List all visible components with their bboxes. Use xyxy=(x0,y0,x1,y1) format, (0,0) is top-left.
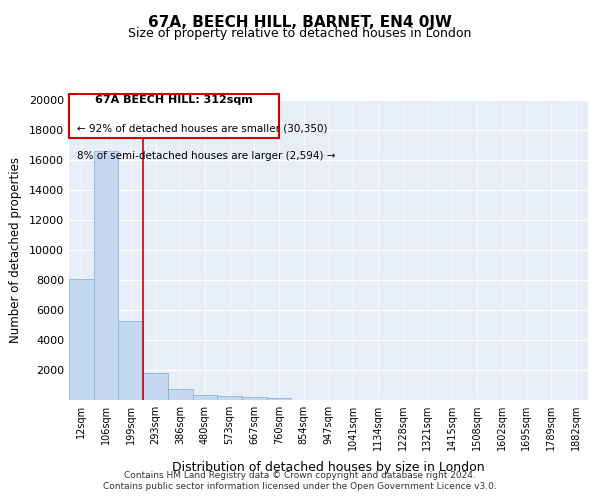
Bar xyxy=(217,396,242,400)
X-axis label: Distribution of detached houses by size in London: Distribution of detached houses by size … xyxy=(172,462,485,474)
Y-axis label: Number of detached properties: Number of detached properties xyxy=(9,157,22,343)
Bar xyxy=(193,395,217,400)
Text: Contains public sector information licensed under the Open Government Licence v3: Contains public sector information licen… xyxy=(103,482,497,491)
Bar xyxy=(267,398,292,400)
Text: 8% of semi-detached houses are larger (2,594) →: 8% of semi-detached houses are larger (2… xyxy=(77,151,335,161)
Text: 67A BEECH HILL: 312sqm: 67A BEECH HILL: 312sqm xyxy=(95,96,253,106)
Bar xyxy=(69,278,94,400)
Text: Contains HM Land Registry data © Crown copyright and database right 2024.: Contains HM Land Registry data © Crown c… xyxy=(124,471,476,480)
Bar xyxy=(242,396,267,400)
Bar xyxy=(168,389,193,400)
Text: 67A, BEECH HILL, BARNET, EN4 0JW: 67A, BEECH HILL, BARNET, EN4 0JW xyxy=(148,15,452,30)
Text: ← 92% of detached houses are smaller (30,350): ← 92% of detached houses are smaller (30… xyxy=(77,124,327,134)
Bar xyxy=(118,320,143,400)
Bar xyxy=(143,373,168,400)
Bar xyxy=(94,151,118,400)
Text: Size of property relative to detached houses in London: Size of property relative to detached ho… xyxy=(128,28,472,40)
FancyBboxPatch shape xyxy=(69,94,279,138)
